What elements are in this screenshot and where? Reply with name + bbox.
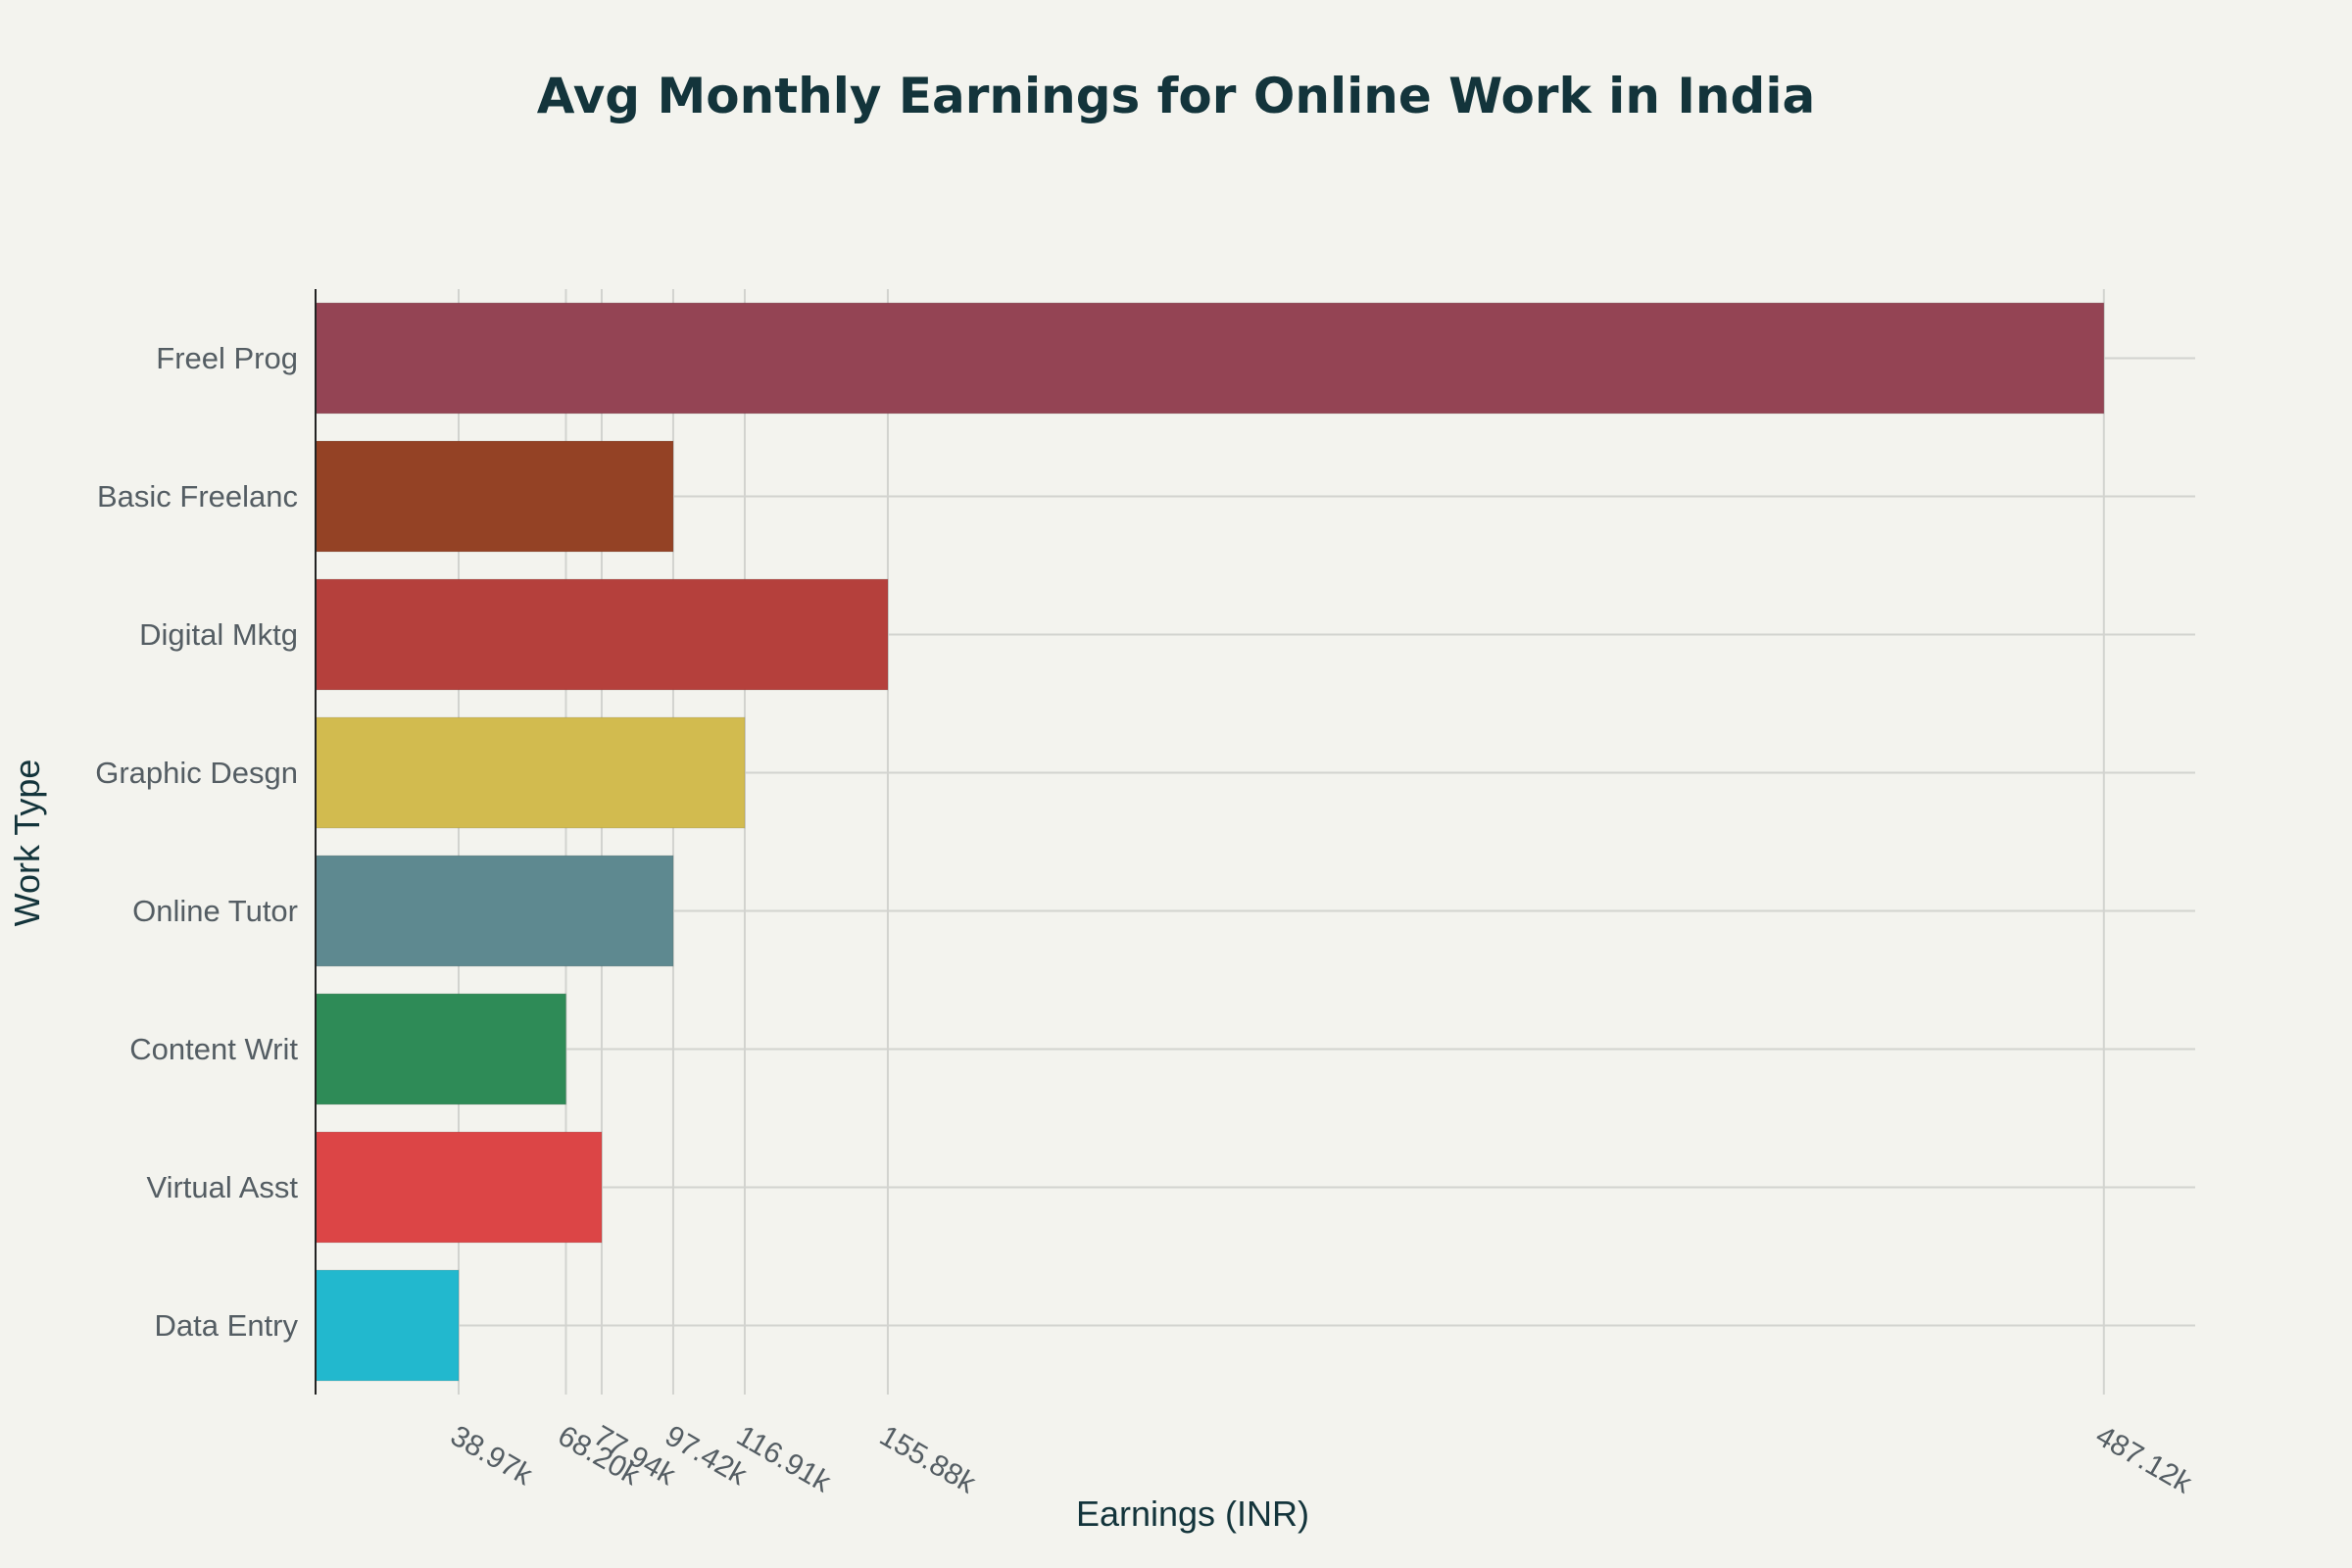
bar-digital-mktg[interactable] (315, 578, 889, 691)
category-label: Virtual Asst (146, 1170, 298, 1204)
x-tick-label: 116.91k (731, 1419, 837, 1498)
category-label: Online Tutor (132, 894, 298, 928)
category-label: Data Entry (155, 1308, 299, 1343)
category-label: Basic Freelanc (97, 479, 298, 514)
bar-graphic-desgn[interactable] (315, 716, 746, 829)
category-label: Content Writ (129, 1032, 298, 1066)
x-tick-label: 97.42k (660, 1419, 753, 1492)
category-label: Freel Prog (156, 341, 298, 375)
category-labels: Freel Prog Basic Freelanc Digital Mktg Grap… (95, 341, 298, 1343)
x-axis-title: Earnings (INR) (1076, 1494, 1309, 1534)
bars-layer (315, 302, 2105, 1382)
bar-data-entry[interactable] (315, 1269, 460, 1382)
bar-basic-freelanc[interactable] (315, 440, 674, 553)
category-label: Graphic Desgn (95, 756, 298, 790)
category-label: Digital Mktg (139, 617, 298, 652)
bar-virtual-asst[interactable] (315, 1131, 603, 1244)
x-tick-label: 487.12k (2090, 1419, 2198, 1499)
bar-freel-prog[interactable] (315, 302, 2105, 415)
bar-content-writ[interactable] (315, 993, 566, 1105)
bar-online-tutor[interactable] (315, 855, 674, 967)
chart-title: Avg Monthly Earnings for Online Work in … (537, 68, 1815, 124)
x-tick-label: 38.97k (445, 1419, 538, 1492)
y-axis-title: Work Type (7, 760, 47, 927)
x-tick-label: 155.88k (874, 1419, 982, 1499)
